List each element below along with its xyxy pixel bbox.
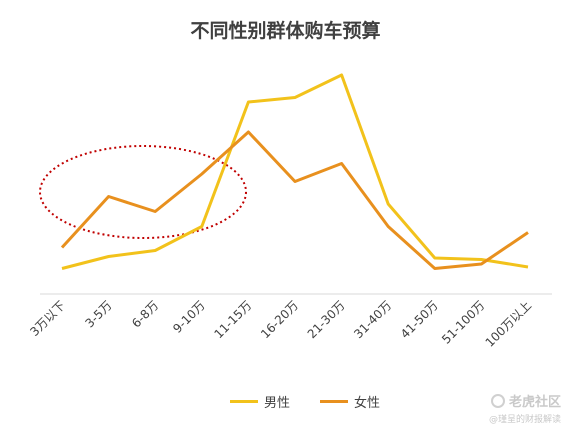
legend-item-female: 女性: [320, 392, 380, 411]
highlight-ellipse: [39, 145, 247, 239]
x-tick-label: 9-10万: [170, 298, 208, 336]
legend-swatch-female: [320, 400, 349, 403]
x-tick-label: 11-15万: [211, 298, 254, 341]
watermark-sub-text: @瑾呈的财报解读: [488, 415, 561, 425]
watermark: 老虎社区 @瑾呈的财报解读: [489, 391, 561, 425]
x-tick-label: 31-40万: [351, 298, 394, 341]
x-tick-label: 3-5万: [82, 298, 114, 330]
tiger-logo-icon: [490, 393, 505, 408]
chart-title: 不同性别群体购车预算: [190, 20, 381, 42]
x-tick-label: 21-30万: [305, 298, 348, 341]
legend-swatch-male: [230, 400, 258, 403]
legend-label-male: 男性: [264, 396, 291, 411]
series-line-female: [60, 130, 529, 270]
x-tick-label: 16-20万: [258, 298, 301, 341]
x-tick-label: 51-100万: [439, 298, 487, 346]
x-tick-label: 3万以下: [27, 298, 68, 339]
x-tick-label: 100万以上: [483, 298, 535, 350]
legend-label-female: 女性: [354, 396, 381, 411]
series-line-male: [61, 73, 529, 270]
watermark-main-text: 老虎社区: [508, 395, 561, 410]
x-tick-label: 41-50万: [398, 298, 441, 341]
legend-item-male: 男性: [230, 392, 290, 411]
x-tick-label: 6-8万: [129, 298, 161, 330]
legend: 男性 女性: [230, 392, 380, 411]
